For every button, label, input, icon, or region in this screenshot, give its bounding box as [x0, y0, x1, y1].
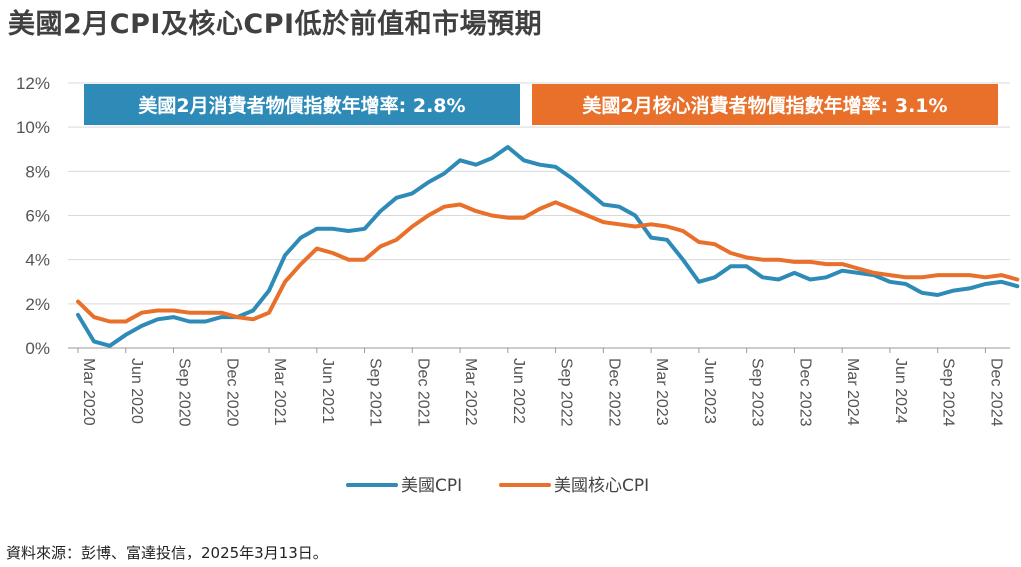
- y-tick-label: 6%: [25, 207, 50, 226]
- x-tick-label: Sep 2024: [940, 358, 957, 427]
- y-tick-label: 12%: [16, 74, 50, 93]
- x-tick-label: Sep 2022: [558, 358, 575, 427]
- y-tick-label: 10%: [16, 118, 50, 137]
- x-tick-label: Mar 2021: [271, 358, 288, 426]
- y-tick-label: 2%: [25, 295, 50, 314]
- x-tick-label: Dec 2020: [223, 358, 240, 427]
- series-line-cpi: [76, 145, 1020, 348]
- x-tick-label: Dec 2024: [987, 358, 1004, 427]
- x-tick-label: Jun 2023: [701, 358, 718, 424]
- annotation-text-core: 美國2月核心消費者物價指數年增率: 3.1%: [582, 94, 947, 117]
- series-line-core: [76, 200, 1020, 324]
- x-tick-label: Mar 2020: [80, 358, 97, 426]
- annotation-box-core: [532, 84, 998, 125]
- x-tick-label: Mar 2022: [462, 358, 479, 426]
- source-note: 資料來源：彭博、富達投信，2025年3月13日。: [6, 544, 328, 562]
- page-title: 美國2月CPI及核心CPI低於前值和市場預期: [8, 9, 543, 40]
- y-tick-label: 0%: [25, 339, 50, 358]
- x-tick-label: Jun 2022: [510, 358, 527, 424]
- x-tick-label: Sep 2020: [176, 358, 193, 427]
- y-tick-label: 4%: [25, 251, 50, 270]
- cpi-line-chart: 0% 2% 4% 6% 8% 10% 12% Mar 2020 Jun 2020 Sep 202…: [16, 74, 1020, 496]
- legend-label-core: 美國核心CPI: [554, 476, 649, 496]
- annotation-text-cpi: 美國2月消費者物價指數年增率: 2.8%: [138, 94, 465, 117]
- x-tick-label: Mar 2024: [844, 358, 861, 426]
- annotation-box-cpi: [84, 84, 520, 125]
- legend-label-cpi: 美國CPI: [401, 476, 462, 496]
- x-tick-label: Jun 2021: [319, 358, 336, 424]
- x-tick-label: Dec 2022: [605, 358, 622, 427]
- x-tick-label: Dec 2021: [414, 358, 431, 427]
- x-tick-label: Jun 2024: [892, 358, 909, 424]
- x-tick-label: Mar 2023: [653, 358, 670, 426]
- x-tick-label: Dec 2023: [796, 358, 813, 427]
- x-tick-label: Sep 2023: [749, 358, 766, 427]
- x-tick-label: Sep 2021: [367, 358, 384, 427]
- y-tick-label: 8%: [25, 162, 50, 181]
- x-tick-label: Jun 2020: [128, 358, 145, 424]
